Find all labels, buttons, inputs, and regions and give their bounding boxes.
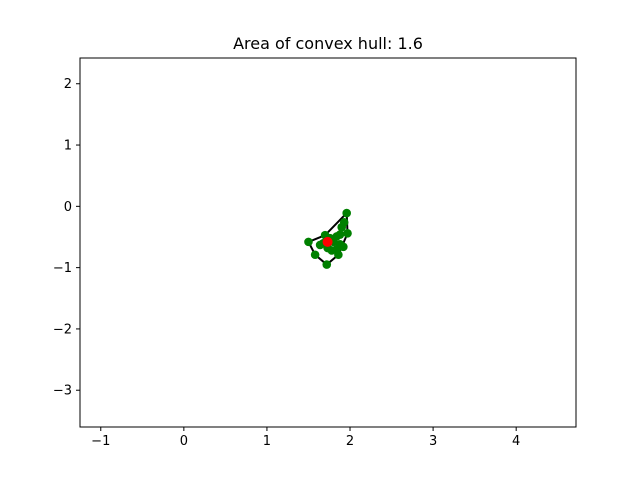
y-tick-label: 2 [64,77,72,92]
y-tick-label: −2 [53,322,72,337]
centroid-layer [322,236,333,247]
x-tick-label: 4 [512,434,520,449]
hull-edge [324,212,348,236]
data-point [334,250,343,260]
y-tick-label: 1 [64,139,72,154]
x-tick-label: 2 [346,434,354,449]
centroid-point [322,236,333,247]
data-point [343,229,352,238]
axis-ticks: −1 0 1 2 3 4 2 1 0 −1 −2 −3 [53,77,520,449]
plot-frame [79,57,577,428]
y-tick-label: 0 [64,200,72,215]
x-tick-label: −1 [91,434,110,449]
x-tick-label: 3 [429,434,437,449]
data-point [337,222,347,232]
data-point [304,237,313,247]
data-point [339,242,348,252]
data-point [322,260,332,269]
data-point [342,208,351,218]
y-tick-label: −1 [53,261,72,276]
chart-title: Area of convex hull: 1.6 [233,34,423,53]
y-tick-label: −3 [53,384,72,399]
x-tick-label: 1 [263,434,271,449]
x-tick-label: 0 [180,434,188,449]
data-point [310,250,320,260]
